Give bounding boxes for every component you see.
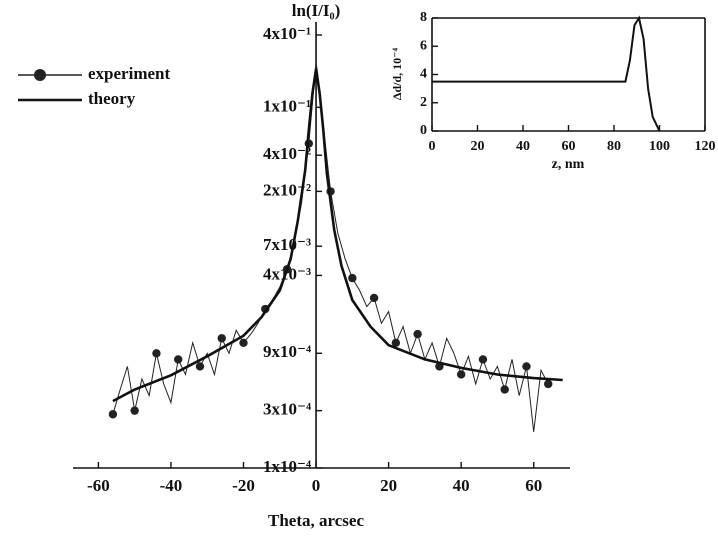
data-point — [152, 349, 161, 358]
y-tick-label: 1x10⁻¹ — [263, 96, 311, 115]
experiment-line — [112, 61, 549, 432]
data-point — [108, 410, 118, 419]
x-tick-label: -20 — [232, 476, 255, 495]
y-tick-label: 2 — [420, 95, 427, 110]
data-point — [174, 355, 183, 364]
y-tick-label: 8 — [420, 10, 427, 25]
data-point — [348, 273, 357, 283]
x-tick-label: 40 — [453, 476, 470, 495]
y-tick-label: 4x10⁻² — [263, 144, 311, 163]
x-tick-label: 60 — [525, 476, 542, 495]
data-point — [217, 334, 226, 343]
x-tick-label: 120 — [695, 139, 716, 154]
x-tick-label: 0 — [312, 476, 321, 495]
data-point — [369, 293, 379, 303]
x-axis-label: Theta, arcsec — [268, 511, 364, 530]
y-tick-label: 6 — [420, 38, 427, 53]
theory-line — [112, 68, 563, 403]
data-point — [522, 362, 531, 371]
y-tick-label: 4x10⁻³ — [263, 264, 311, 283]
x-axis-label: z, nm — [552, 157, 585, 172]
y-tick-label: 1x10⁻⁴ — [263, 457, 311, 476]
data-point — [413, 329, 422, 339]
y-tick-label: 7x10⁻³ — [263, 235, 311, 254]
x-tick-label: -40 — [160, 476, 183, 495]
data-point — [195, 362, 205, 371]
legend-label: experiment — [88, 64, 170, 83]
y-axis-label: Δd/d, 10⁻⁴ — [390, 48, 404, 101]
data-point — [478, 355, 488, 364]
x-tick-label: 60 — [562, 139, 576, 154]
profile-line — [432, 15, 661, 132]
data-point — [456, 370, 466, 379]
y-tick-label: 2x10⁻² — [263, 180, 311, 199]
y-tick-label: 4 — [420, 67, 427, 82]
y-tick-label: 4x10⁻¹ — [263, 24, 311, 43]
legend-marker — [34, 69, 46, 81]
y-tick-label: 0 — [420, 123, 427, 138]
x-tick-label: 80 — [607, 139, 621, 154]
x-tick-label: 40 — [516, 139, 530, 154]
data-point — [391, 338, 401, 348]
y-axis-label: ln(I/I₀) — [292, 1, 341, 20]
data-point — [130, 406, 139, 415]
y-tick-label: 9x10⁻⁴ — [263, 342, 311, 361]
x-tick-label: 20 — [380, 476, 397, 495]
y-tick-label: 3x10⁻⁴ — [263, 400, 311, 419]
x-tick-label: 100 — [649, 139, 670, 154]
x-tick-label: -60 — [87, 476, 110, 495]
data-point — [500, 385, 509, 394]
data-point — [544, 379, 553, 389]
data-point — [239, 338, 248, 348]
x-tick-label: 20 — [471, 139, 485, 154]
legend-label: theory — [88, 89, 136, 108]
x-tick-label: 0 — [429, 139, 436, 154]
